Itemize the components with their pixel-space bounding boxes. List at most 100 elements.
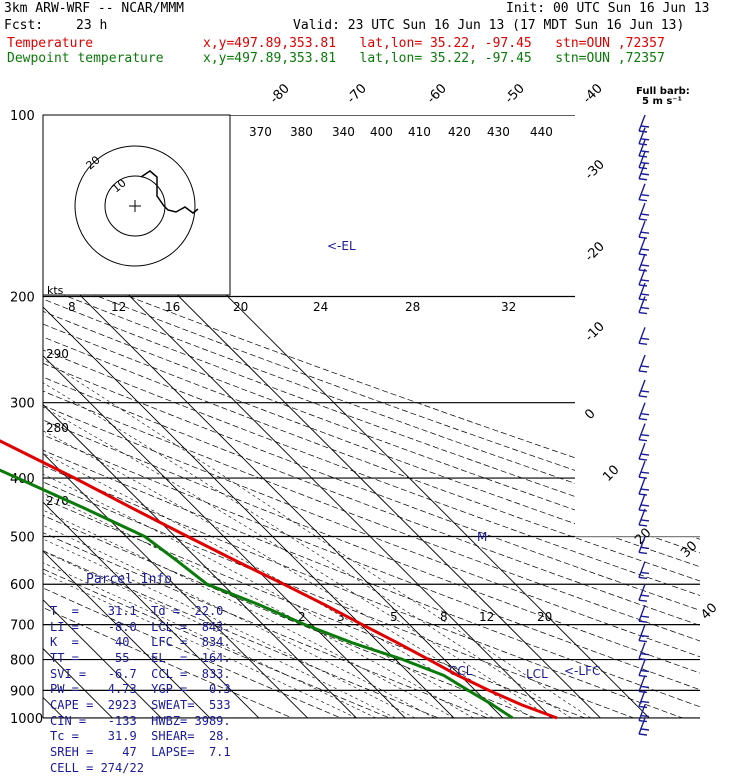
- wind-barb: [638, 576, 648, 580]
- wind-barb: [638, 508, 646, 526]
- dry-adiabat: [43, 127, 700, 718]
- mixing-ratio-label: 20: [537, 610, 552, 624]
- wind-barb: [638, 218, 648, 221]
- wind-barb: [640, 293, 650, 296]
- theta-label: 440: [530, 125, 553, 139]
- parcel-info-row: CAPE = 2923 SWEAT= 533: [50, 698, 231, 713]
- pressure-label-600: 600: [10, 578, 35, 593]
- temperature-legend: Temperature: [7, 36, 94, 51]
- theta-label: 340: [332, 125, 355, 139]
- wind-barb: [638, 311, 648, 315]
- valid-time: Valid: 23 UTC Sun 16 Jun 13 (17 MDT Sun …: [293, 18, 685, 33]
- isotherm-label: -40: [580, 81, 606, 107]
- isotherm-label: 30: [678, 539, 700, 561]
- pressure-label-500: 500: [10, 530, 35, 545]
- wind-barb: [640, 615, 650, 618]
- temperature-location: x,y=497.89,353.81 lat,lon= 35.22, -97.45…: [203, 36, 665, 51]
- dry-adiabat: [43, 127, 700, 718]
- mixing-ratio-label: 28: [405, 300, 420, 314]
- dry-adiabat: [43, 127, 700, 718]
- pressure-label-300: 300: [10, 397, 35, 412]
- wind-barb: [638, 674, 648, 678]
- mixing-ratio-label: 16: [165, 300, 180, 314]
- wind-barb: [638, 458, 648, 461]
- wind-barb: [638, 418, 648, 421]
- wind-barb: [640, 594, 650, 597]
- wind-barb: [638, 268, 646, 286]
- moist-adiabat: [43, 296, 591, 718]
- dry-adiabat-label: 290: [46, 347, 69, 361]
- mixing-ratio-label: 20: [233, 300, 248, 314]
- mixing-ratio-label: 5: [390, 610, 398, 624]
- dry-adiabat: [43, 127, 700, 718]
- isotherm: [43, 115, 272, 718]
- wind-barb: [640, 488, 650, 491]
- theta-label: 420: [448, 125, 471, 139]
- barb-legend-unit: 5 m s⁻¹: [642, 96, 682, 107]
- dry-adiabat: [43, 127, 700, 718]
- wind-barb: [638, 657, 648, 661]
- pressure-label-800: 800: [10, 654, 35, 669]
- wind-barb-column: [638, 114, 650, 736]
- moist-adiabat: [43, 296, 357, 718]
- wind-barb: [638, 282, 646, 300]
- wind-barb: [640, 504, 650, 507]
- moist-adiabat: [43, 296, 455, 718]
- skewt-diagram: 10020030040050060070080090010001020kts-8…: [0, 81, 721, 736]
- wind-barb: [640, 306, 650, 310]
- parcel-info-row: TT = 55 EL = 164.: [50, 650, 231, 665]
- hodograph-trace: [140, 170, 199, 214]
- parcel-info-row: LI = -8.0 LCL = 843.: [50, 619, 231, 634]
- wind-barb: [638, 298, 648, 301]
- moist-adiabat: [43, 296, 377, 718]
- dry-adiabat: [43, 127, 422, 718]
- parcel-info-row: CELL = 274/22: [50, 760, 144, 775]
- mixing-ratio-label: 12: [479, 610, 494, 624]
- wind-barb: [638, 253, 646, 271]
- wind-barb: [640, 173, 650, 176]
- pressure-label-200: 200: [10, 291, 35, 306]
- wind-barb: [640, 728, 650, 731]
- wind-barb: [640, 519, 650, 522]
- wind-barb: [640, 150, 650, 153]
- wind-barb: [638, 269, 648, 272]
- dry-adiabat: [43, 127, 700, 718]
- wind-barb: [638, 642, 646, 659]
- wind-barb: [638, 675, 646, 692]
- wind-barb: [640, 433, 650, 437]
- wind-barb: [638, 327, 646, 344]
- wind-barb: [638, 690, 648, 694]
- wind-barb: [640, 700, 650, 704]
- isotherm-label: -60: [424, 81, 450, 107]
- isotherm: [43, 115, 419, 718]
- wind-barb: [638, 690, 646, 707]
- dry-adiabat: [43, 127, 620, 718]
- wind-barb: [640, 365, 650, 368]
- wind-barb: [638, 719, 648, 723]
- pressure-label-100: 100: [10, 109, 35, 124]
- wind-barb: [638, 139, 646, 157]
- isotherm: [43, 115, 175, 718]
- wind-barb: [638, 162, 646, 179]
- dry-adiabat: [43, 127, 700, 718]
- moist-adiabat: [43, 296, 572, 718]
- parcel-info-row: SVI = -6.7 CCL = 833.: [50, 666, 231, 681]
- mixing-ratio-label: 3: [337, 610, 345, 624]
- wind-barb: [638, 733, 648, 736]
- wind-barb: [640, 471, 650, 474]
- dry-adiabat-label: 280: [46, 421, 69, 435]
- wind-barb: [640, 685, 650, 689]
- level-marker-lfc: <-LFC: [564, 664, 600, 678]
- wind-barb: [640, 413, 650, 416]
- dewpoint-location: x,y=497.89,353.81 lat,lon= 35.22, -97.45…: [203, 51, 665, 66]
- wind-barb: [640, 279, 650, 282]
- parcel-info-row: SREH = 47 LAPSE= 7.1: [50, 745, 231, 760]
- level-marker-m: M: [477, 530, 487, 544]
- pressure-label-700: 700: [10, 619, 35, 634]
- dry-adiabat: [43, 127, 700, 718]
- hodograph-units: kts: [47, 284, 64, 297]
- dry-adiabat: [43, 127, 570, 718]
- wind-barb: [638, 493, 646, 511]
- wind-barb: [638, 395, 648, 398]
- theta-label: 400: [370, 125, 393, 139]
